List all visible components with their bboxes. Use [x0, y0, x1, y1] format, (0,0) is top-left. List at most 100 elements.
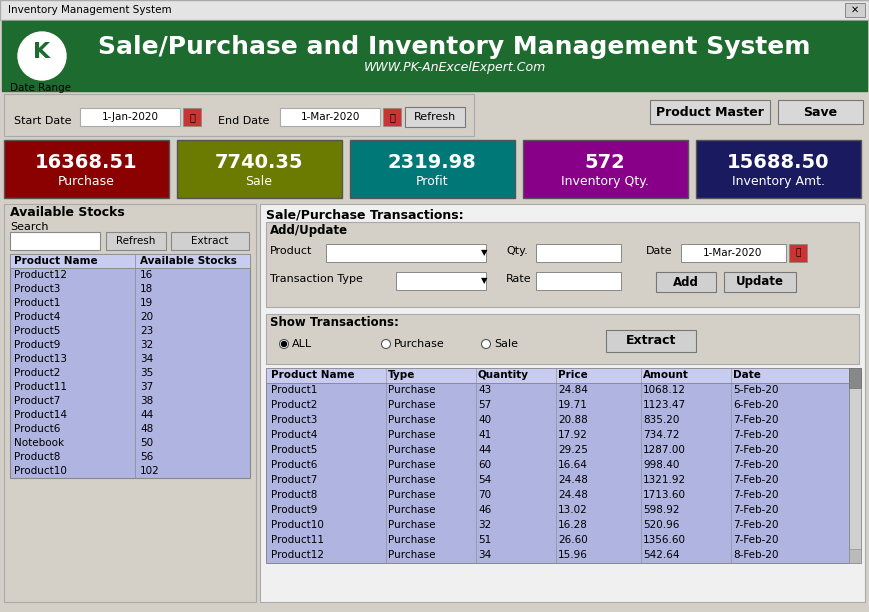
Bar: [724, 272, 796, 292]
Text: ▼: ▼: [481, 277, 488, 286]
Text: Type: Type: [388, 370, 415, 380]
Text: 7-Feb-20: 7-Feb-20: [733, 415, 779, 425]
Bar: [326, 244, 486, 262]
Text: 1-Mar-2020: 1-Mar-2020: [301, 112, 360, 122]
Circle shape: [18, 32, 66, 80]
Text: Notebook: Notebook: [14, 438, 64, 448]
Text: 7-Feb-20: 7-Feb-20: [733, 520, 779, 530]
Text: 7-Feb-20: 7-Feb-20: [733, 430, 779, 440]
Text: Product Master: Product Master: [656, 105, 764, 119]
Text: 1-Jan-2020: 1-Jan-2020: [102, 112, 158, 122]
Text: Product6: Product6: [271, 460, 317, 470]
Text: 20.88: 20.88: [558, 415, 587, 425]
Text: 7-Feb-20: 7-Feb-20: [733, 445, 779, 455]
Text: 7-Feb-20: 7-Feb-20: [733, 505, 779, 515]
Text: 37: 37: [140, 382, 153, 392]
Text: 998.40: 998.40: [643, 460, 680, 470]
Text: K: K: [33, 42, 50, 62]
Text: Product3: Product3: [271, 415, 317, 425]
Text: 7-Feb-20: 7-Feb-20: [733, 535, 779, 545]
Bar: [280, 108, 380, 126]
Text: 🗓: 🗓: [389, 112, 395, 122]
Text: ALL: ALL: [292, 339, 312, 349]
Text: 835.20: 835.20: [643, 415, 680, 425]
Text: Purchase: Purchase: [388, 475, 435, 485]
Text: 7-Feb-20: 7-Feb-20: [733, 475, 779, 485]
Text: 102: 102: [140, 466, 160, 476]
Text: Product8: Product8: [14, 452, 60, 462]
Text: Product Name: Product Name: [271, 370, 355, 380]
Bar: [396, 272, 486, 290]
Text: Product12: Product12: [271, 550, 324, 560]
Text: Product Name: Product Name: [14, 256, 97, 266]
Bar: [4, 140, 169, 198]
Text: 1-Mar-2020: 1-Mar-2020: [703, 248, 763, 258]
Text: Sale/Purchase and Inventory Management System: Sale/Purchase and Inventory Management S…: [98, 35, 811, 59]
Text: 🗓: 🗓: [795, 248, 800, 258]
Text: Add/Update: Add/Update: [270, 224, 348, 237]
Text: Product9: Product9: [14, 340, 60, 350]
Text: Show Transactions:: Show Transactions:: [270, 316, 399, 329]
Text: Inventory Management System: Inventory Management System: [8, 5, 171, 15]
Text: 542.64: 542.64: [643, 550, 680, 560]
Text: 29.25: 29.25: [558, 445, 587, 455]
Text: 57: 57: [478, 400, 491, 410]
Text: 16.28: 16.28: [558, 520, 587, 530]
Text: Inventory Qty.: Inventory Qty.: [561, 175, 649, 188]
Text: 15.96: 15.96: [558, 550, 587, 560]
Bar: [778, 100, 863, 124]
Text: Amount: Amount: [643, 370, 689, 380]
Text: End Date: End Date: [218, 116, 269, 126]
Text: Product12: Product12: [14, 270, 67, 280]
Text: 34: 34: [478, 550, 491, 560]
Text: Purchase: Purchase: [394, 339, 445, 349]
Text: Product7: Product7: [271, 475, 317, 485]
Circle shape: [280, 340, 289, 348]
Text: Product8: Product8: [271, 490, 317, 500]
Text: Purchase: Purchase: [388, 505, 435, 515]
Text: Product13: Product13: [14, 354, 67, 364]
Text: 51: 51: [478, 535, 491, 545]
Text: 7-Feb-20: 7-Feb-20: [733, 490, 779, 500]
Text: 40: 40: [478, 415, 491, 425]
Text: Purchase: Purchase: [388, 415, 435, 425]
Text: 44: 44: [140, 410, 153, 420]
Text: Product11: Product11: [14, 382, 67, 392]
Text: Add: Add: [673, 275, 699, 288]
Text: Product11: Product11: [271, 535, 324, 545]
Text: Qty.: Qty.: [506, 246, 527, 256]
Text: Quantity: Quantity: [478, 370, 529, 380]
Text: 16: 16: [140, 270, 153, 280]
Text: Product1: Product1: [271, 385, 317, 395]
Text: Update: Update: [736, 275, 784, 288]
Bar: [789, 244, 807, 262]
Text: 35: 35: [140, 368, 153, 378]
Text: 56: 56: [140, 452, 153, 462]
Text: 50: 50: [140, 438, 153, 448]
Text: Product4: Product4: [271, 430, 317, 440]
Text: ✕: ✕: [851, 5, 859, 15]
Text: 32: 32: [140, 340, 153, 350]
Text: 70: 70: [478, 490, 491, 500]
Text: 13.02: 13.02: [558, 505, 587, 515]
Text: 1068.12: 1068.12: [643, 385, 686, 395]
Text: Purchase: Purchase: [388, 550, 435, 560]
Text: Save: Save: [803, 105, 837, 119]
Text: Purchase: Purchase: [57, 175, 115, 188]
Bar: [2, 21, 867, 91]
Bar: [849, 368, 861, 388]
Text: 572: 572: [585, 152, 626, 171]
Text: 7740.35: 7740.35: [215, 152, 303, 171]
Circle shape: [481, 340, 490, 348]
Bar: [849, 549, 861, 563]
Text: 🗓: 🗓: [189, 112, 195, 122]
Bar: [80, 108, 180, 126]
Text: 1713.60: 1713.60: [643, 490, 686, 500]
Text: Refresh: Refresh: [414, 112, 456, 122]
Circle shape: [381, 340, 390, 348]
Bar: [696, 140, 861, 198]
Text: 48: 48: [140, 424, 153, 434]
Text: 19.71: 19.71: [558, 400, 587, 410]
Text: Sale: Sale: [494, 339, 518, 349]
Text: 44: 44: [478, 445, 491, 455]
